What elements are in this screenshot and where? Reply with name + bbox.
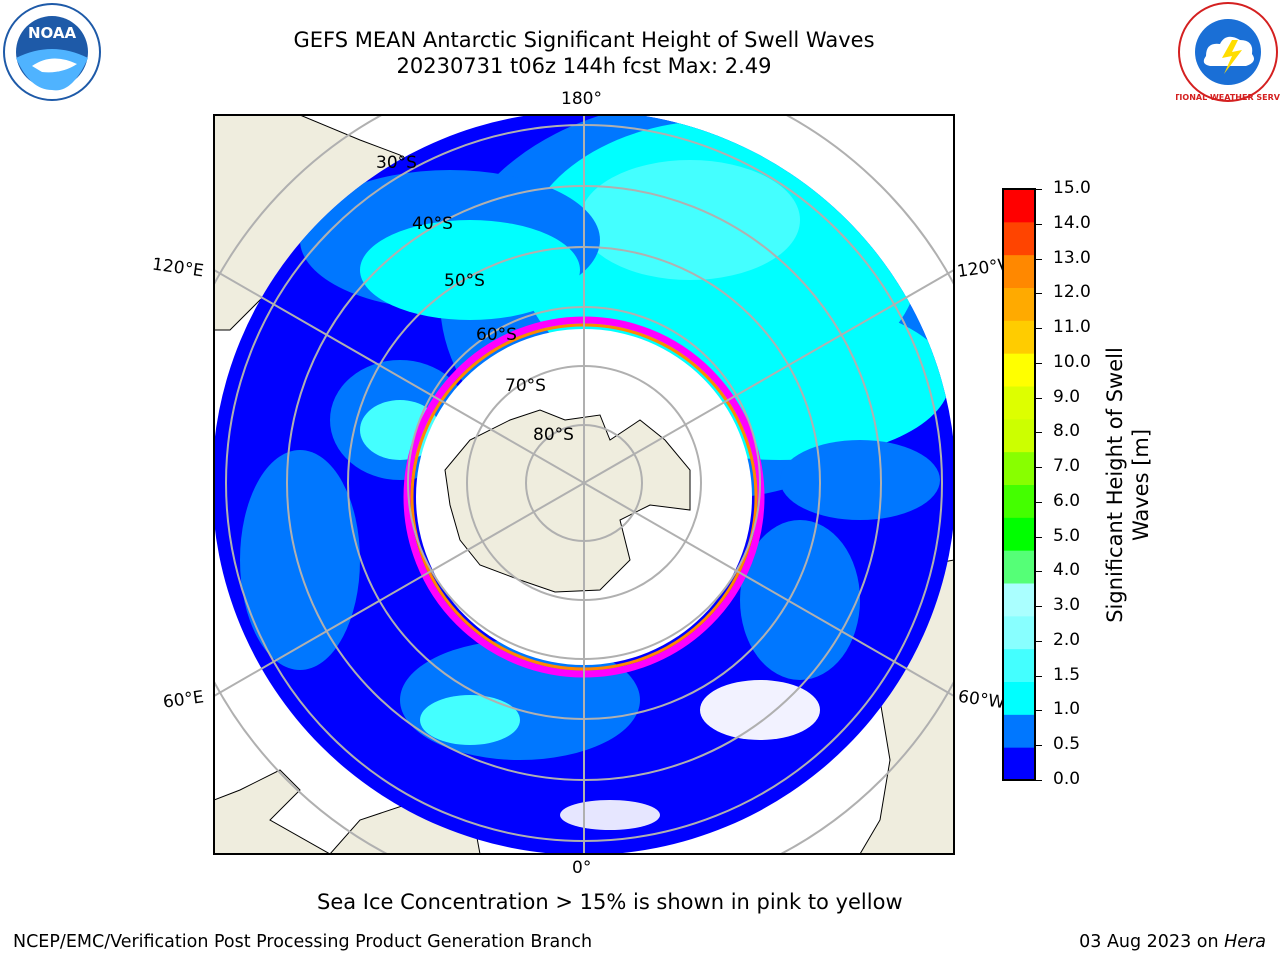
colorbar-tick-label: 15.0 — [1053, 178, 1091, 198]
lat-label-80s: 80°S — [533, 425, 574, 445]
colorbar-tick-mark — [1036, 675, 1042, 677]
colorbar-tick-label: 11.0 — [1053, 317, 1091, 338]
colorbar-tick-mark — [1036, 571, 1042, 573]
lat-label-40s: 40°S — [412, 214, 453, 234]
colorbar-label-line1: Significant Height of Swell — [1103, 347, 1127, 623]
lat-label-30s: 30°S — [376, 153, 417, 173]
lat-label-60s: 60°S — [476, 325, 517, 345]
colorbar-segment — [1003, 583, 1035, 617]
colorbar-tick-label: 5.0 — [1053, 525, 1081, 546]
noaa-logo-text: NOAA — [28, 24, 77, 42]
colorbar-tick-mark — [1036, 745, 1042, 747]
colorbar-segment — [1003, 648, 1035, 682]
nws-logo-text: NATIONAL WEATHER SERVICE — [1176, 93, 1280, 102]
colorbar-segment — [1003, 221, 1035, 256]
colorbar-tick-mark — [1036, 432, 1042, 434]
colorbar-tick-label: 14.0 — [1053, 212, 1091, 233]
colorbar-tick-mark — [1036, 258, 1042, 260]
colorbar-tick-mark — [1036, 780, 1042, 781]
colorbar-tick-label: 0.0 — [1053, 769, 1081, 789]
colorbar-tick-mark — [1036, 710, 1042, 712]
colorbar-tick-label: 4.0 — [1053, 560, 1081, 581]
colorbar-segment — [1003, 353, 1035, 387]
colorbar-segment — [1003, 550, 1035, 584]
lon-label-0: 0° — [572, 858, 592, 878]
colorbar-tick-label: 6.0 — [1053, 490, 1081, 511]
colorbar-tick-label: 7.0 — [1053, 456, 1081, 477]
colorbar-tick-mark — [1036, 223, 1042, 225]
colorbar-tick-mark — [1036, 189, 1042, 190]
colorbar-tick-mark — [1036, 293, 1042, 295]
nws-logo: NATIONAL WEATHER SERVICE — [1176, 2, 1280, 102]
footer-date-text: 03 Aug 2023 on — [1079, 932, 1225, 952]
colorbar-tick-label: 8.0 — [1053, 421, 1081, 442]
colorbar-tick-mark — [1036, 606, 1042, 608]
colorbar-tick-label: 0.5 — [1053, 734, 1081, 755]
colorbar-segment — [1003, 287, 1035, 321]
colorbar-segment — [1003, 747, 1035, 781]
colorbar-tick-label: 1.0 — [1053, 699, 1081, 720]
colorbar-segment — [1003, 484, 1035, 518]
colorbar-segment — [1003, 714, 1035, 748]
colorbar-segment — [1003, 254, 1035, 288]
colorbar-segment — [1003, 189, 1035, 223]
colorbar-tick-label: 2.0 — [1053, 629, 1081, 650]
colorbar-tick-label: 13.0 — [1053, 247, 1091, 268]
footer-date: 03 Aug 2023 on Hera — [1079, 932, 1266, 952]
colorbar-segment — [1003, 418, 1035, 453]
colorbar-tick-mark — [1036, 397, 1042, 399]
colorbar-tick-label: 12.0 — [1053, 282, 1091, 303]
colorbar-label-line2: Waves [m] — [1129, 428, 1153, 542]
antarctica-land — [444, 409, 691, 593]
colorbar-tick-mark — [1036, 328, 1042, 330]
colorbar-segment — [1003, 386, 1035, 420]
plot-title-line2: 20230731 t06z 144h fcst Max: 2.49 — [396, 54, 772, 78]
lat-label-50s: 50°S — [444, 271, 485, 291]
colorbar-segment — [1003, 681, 1035, 715]
colorbar-tick-mark — [1036, 536, 1042, 538]
colorbar-segment — [1003, 320, 1035, 354]
plot-title-line1: GEFS MEAN Antarctic Significant Height o… — [293, 28, 875, 52]
colorbar-segment — [1003, 517, 1035, 551]
footer-host: Hera — [1224, 932, 1266, 952]
colorbar-tick-label: 3.0 — [1053, 595, 1081, 616]
lon-label-180: 180° — [561, 89, 602, 109]
colorbar — [1002, 188, 1036, 781]
colorbar-segment — [1003, 615, 1035, 650]
sea-ice-note: Sea Ice Concentration > 15% is shown in … — [317, 890, 903, 914]
colorbar-tick-label: 1.5 — [1053, 664, 1081, 685]
colorbar-tick-mark — [1036, 640, 1042, 642]
noaa-logo: NOAA — [3, 3, 101, 101]
colorbar-tick-mark — [1036, 501, 1042, 503]
colorbar-tick-mark — [1036, 362, 1042, 364]
colorbar-tick-label: 9.0 — [1053, 386, 1081, 407]
footer-branch: NCEP/EMC/Verification Post Processing Pr… — [13, 932, 593, 952]
lat-label-70s: 70°S — [505, 376, 546, 396]
colorbar-tick-mark — [1036, 467, 1042, 469]
colorbar-tick-label: 10.0 — [1053, 351, 1091, 372]
colorbar-segment — [1003, 451, 1035, 485]
